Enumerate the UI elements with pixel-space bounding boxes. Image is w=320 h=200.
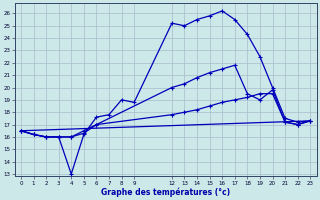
X-axis label: Graphe des températures (°c): Graphe des températures (°c) <box>101 187 230 197</box>
